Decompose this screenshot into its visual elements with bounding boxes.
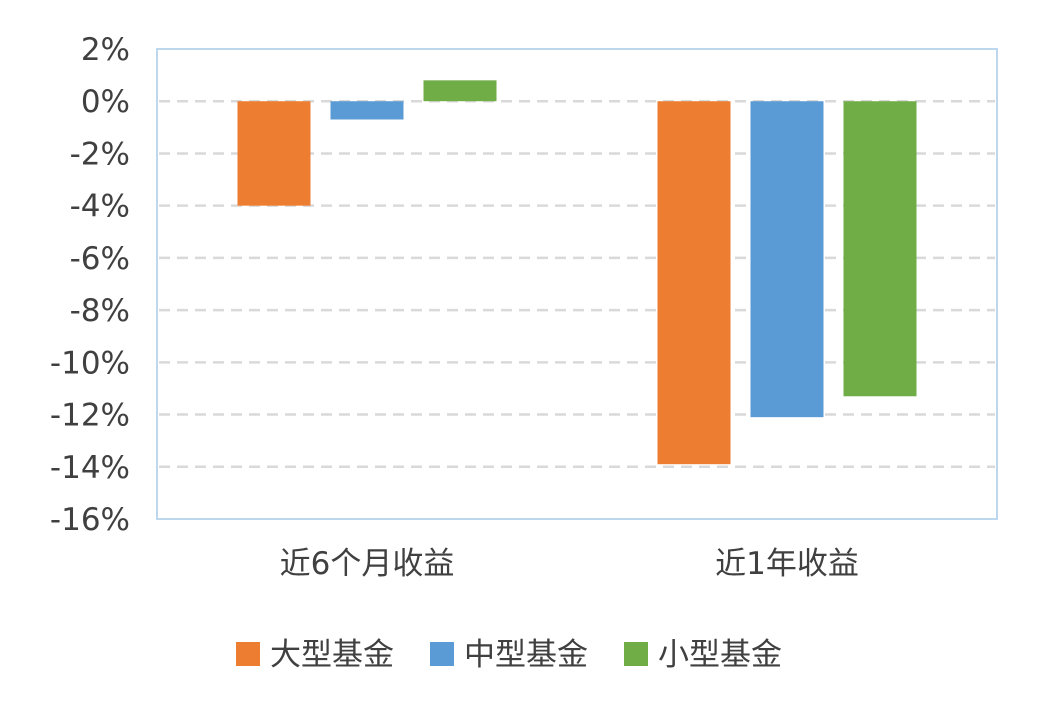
legend-swatch xyxy=(236,642,260,666)
y-tick-label: -4% xyxy=(70,189,130,225)
gridlines xyxy=(159,99,995,469)
bar xyxy=(237,101,311,206)
y-tick-label: -16% xyxy=(50,502,130,538)
legend-item[interactable]: 中型基金 xyxy=(430,637,588,673)
y-tick-label: 2% xyxy=(81,32,130,68)
legend-swatch xyxy=(430,642,454,666)
legend-label: 中型基金 xyxy=(464,637,588,673)
legend-swatch xyxy=(624,642,648,666)
y-tick-label: 0% xyxy=(81,84,130,120)
legend-label: 小型基金 xyxy=(658,637,782,673)
y-tick-label: -6% xyxy=(70,241,130,277)
legend-item[interactable]: 大型基金 xyxy=(236,637,394,673)
y-tick-label: -14% xyxy=(50,450,130,486)
y-axis-ticks: 2% 0% -2% -4% -6% -8% -10% -12% -14% -16% xyxy=(50,32,130,538)
y-tick-label: -8% xyxy=(70,293,130,329)
legend-label: 大型基金 xyxy=(270,637,394,673)
x-axis-ticks: 近6个月收益 近1年收益 xyxy=(280,546,859,582)
plot-area-border xyxy=(156,48,998,520)
bar xyxy=(843,101,917,397)
x-tick-label: 近1年收益 xyxy=(715,546,859,582)
bar xyxy=(750,101,824,418)
bar xyxy=(423,80,497,102)
x-tick-label: 近6个月收益 xyxy=(280,546,455,582)
legend[interactable]: 大型基金 中型基金 小型基金 xyxy=(236,637,782,673)
y-tick-label: -10% xyxy=(50,345,130,381)
y-tick-label: -12% xyxy=(50,398,130,434)
bar xyxy=(330,101,404,120)
legend-item[interactable]: 小型基金 xyxy=(624,637,782,673)
y-tick-label: -2% xyxy=(70,136,130,172)
bar xyxy=(657,101,731,465)
bars xyxy=(237,80,917,465)
